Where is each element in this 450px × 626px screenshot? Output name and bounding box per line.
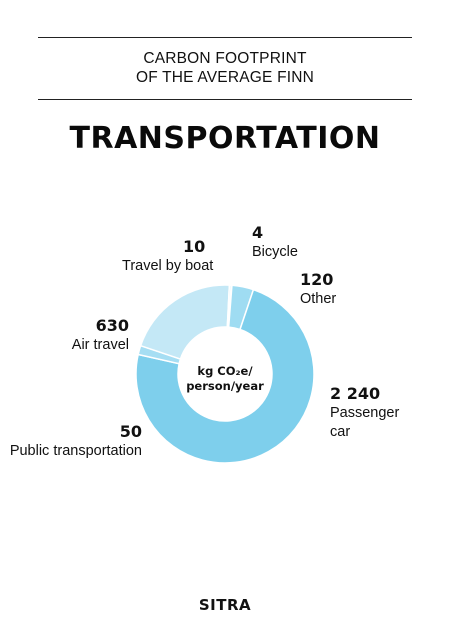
value-other: 120 — [300, 270, 334, 289]
unit-line-1: kg CO₂e/ — [197, 364, 253, 378]
value-air-travel: 630 — [95, 316, 129, 335]
chart-header: CARBON FOOTPRINT OF THE AVERAGE FINN — [0, 49, 450, 87]
slice-air-travel — [139, 284, 231, 360]
top-rule — [38, 37, 412, 38]
value-travel-by-boat: 10 — [183, 237, 206, 256]
label-travel-by-boat: 10 Travel by boat — [122, 237, 213, 276]
unit-line-2: person/year — [186, 379, 264, 393]
label-other: 120 Other — [300, 270, 336, 309]
chart-title: TRANSPORTATION — [69, 121, 381, 156]
slice-passenger-car — [135, 288, 315, 464]
category-other: Other — [300, 291, 337, 307]
slice-travel-by-boat — [226, 284, 233, 328]
header-line-2: OF THE AVERAGE FINN — [135, 69, 315, 86]
category-passenger-car: Passenger car — [330, 405, 400, 440]
center-unit-label: kg CO₂e/ person/year — [170, 364, 280, 394]
value-bicycle: 4 — [252, 223, 264, 242]
value-passenger-car: 2 240 — [330, 384, 381, 403]
label-public-transportation: 50 Public transportation — [2, 422, 142, 461]
label-passenger-car: 2 240 Passenger car — [330, 384, 420, 442]
label-air-travel: 630 Air travel — [72, 316, 129, 355]
header-line-1: CARBON FOOTPRINT — [143, 50, 307, 67]
label-bicycle: 4 Bicycle — [252, 223, 298, 262]
category-air-travel: Air travel — [71, 337, 129, 353]
category-bicycle: Bicycle — [252, 244, 298, 260]
category-travel-by-boat: Travel by boat — [122, 258, 214, 274]
bottom-rule — [38, 99, 412, 100]
sitra-logo: SITRA — [198, 596, 252, 614]
category-public-transportation: Public transportation — [9, 443, 142, 459]
value-public-transportation: 50 — [119, 422, 142, 441]
